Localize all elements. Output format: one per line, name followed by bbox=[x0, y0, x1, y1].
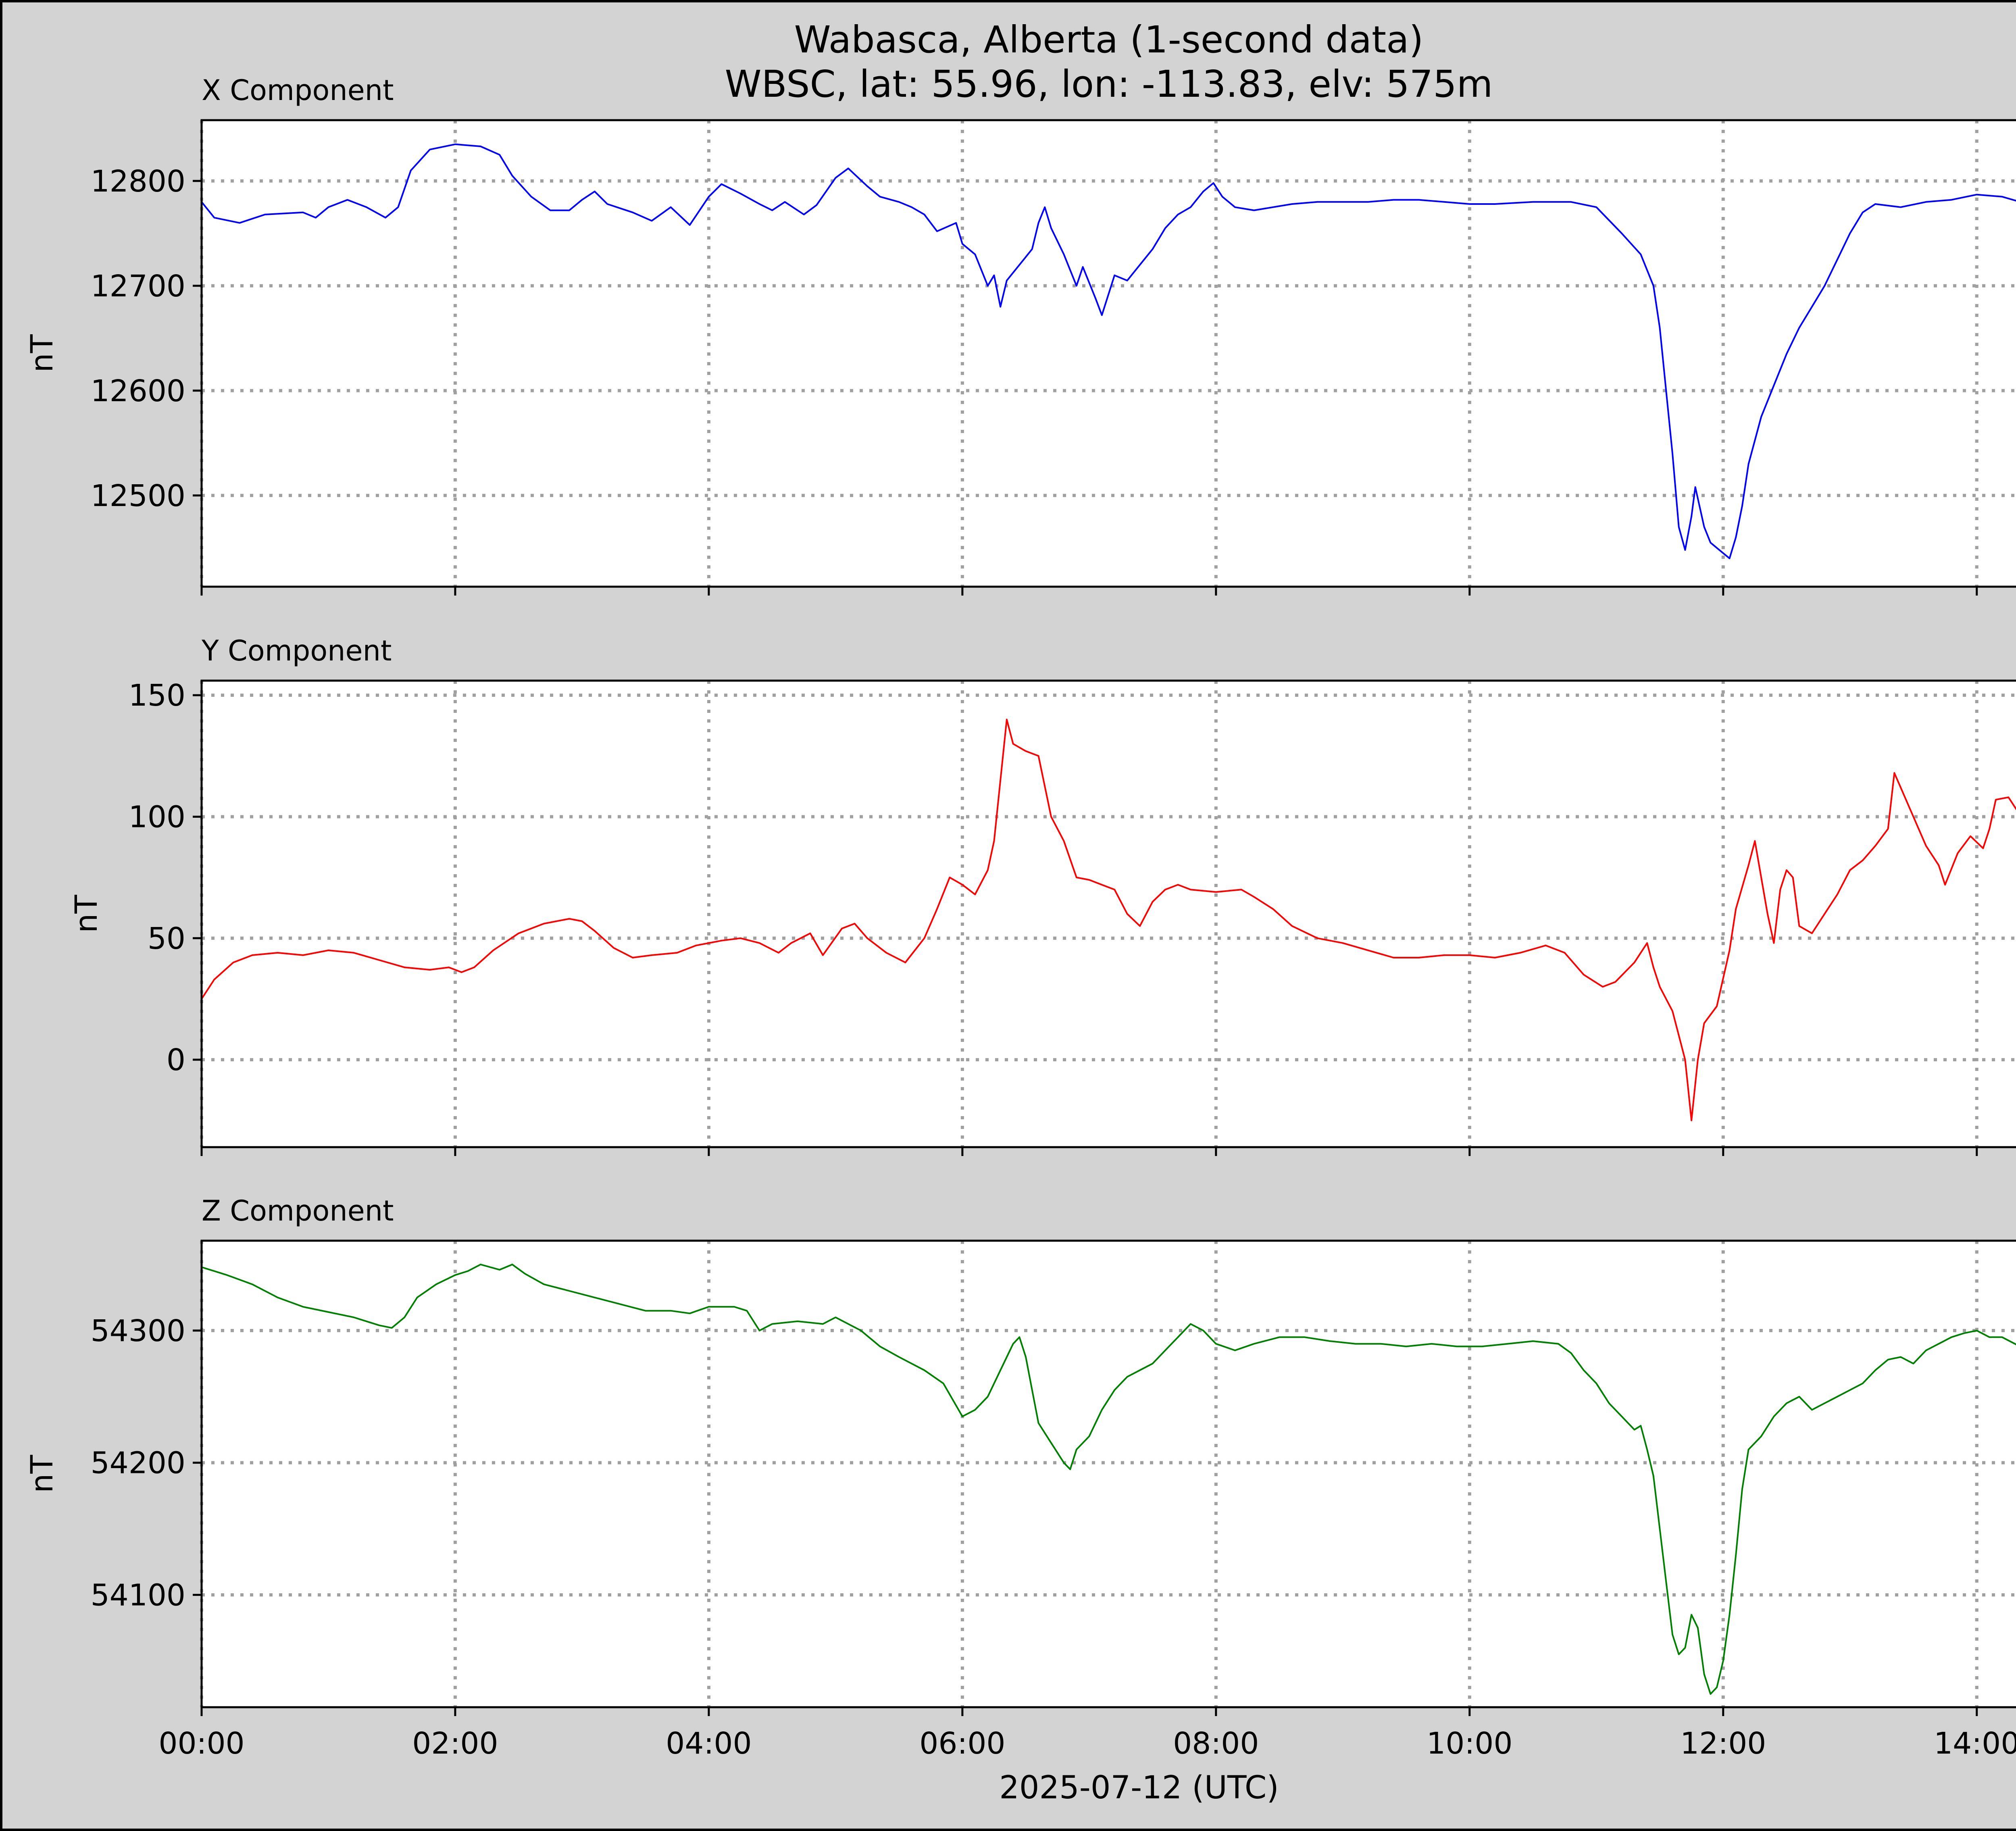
y-tick-label: 12600 bbox=[91, 374, 185, 408]
y-tick-label: 54100 bbox=[91, 1578, 185, 1612]
x-tick-label: 00:00 bbox=[158, 1726, 244, 1761]
x-axis-label: 2025-07-12 (UTC) bbox=[999, 1770, 1279, 1806]
x-component-line bbox=[201, 143, 2016, 559]
y-tick-label: 100 bbox=[129, 800, 185, 834]
y-tick-label: 50 bbox=[148, 921, 185, 956]
x-tick-label: 04:00 bbox=[666, 1726, 752, 1761]
figure-title-line2: WBSC, lat: 55.96, lon: -113.83, elv: 575… bbox=[725, 62, 1493, 106]
figure-title-line1: Wabasca, Alberta (1-second data) bbox=[794, 18, 1424, 61]
y-axis-label: nT bbox=[24, 1455, 60, 1493]
y-axis-label: nT bbox=[68, 895, 104, 933]
x-tick-label: 08:00 bbox=[1173, 1726, 1259, 1761]
x-tick-label: 06:00 bbox=[919, 1726, 1005, 1761]
y-tick-label: 0 bbox=[167, 1043, 185, 1077]
y-tick-label: 150 bbox=[129, 678, 185, 713]
panel-title: Y Component bbox=[201, 634, 392, 667]
axes-frame bbox=[200, 119, 2016, 588]
y-axis-label: nT bbox=[24, 334, 60, 373]
x-tick-label: 14:00 bbox=[1934, 1726, 2016, 1761]
x-tick-label: 10:00 bbox=[1427, 1726, 1512, 1761]
y-tick-label: 12700 bbox=[91, 269, 185, 304]
y-tick-label: 12800 bbox=[91, 164, 185, 199]
x-tick-label: 02:00 bbox=[412, 1726, 498, 1761]
y-tick-label: 54300 bbox=[91, 1314, 185, 1348]
axes-frame bbox=[200, 1239, 2016, 1708]
plot-area bbox=[202, 681, 2016, 1147]
plot-area bbox=[202, 1241, 2016, 1707]
axes-frame bbox=[200, 679, 2016, 1148]
panel-title: X Component bbox=[202, 74, 394, 107]
plot-area bbox=[202, 120, 2016, 587]
y-component-line bbox=[201, 719, 2016, 1121]
x-component-panel: 12500 12600 12700 12800 X Component nT bbox=[24, 74, 2016, 596]
x-tick-label: 12:00 bbox=[1680, 1726, 1766, 1761]
y-component-panel: 0 50 100 150 Y Component nT bbox=[68, 634, 2016, 1156]
y-tick-label: 12500 bbox=[91, 479, 185, 513]
z-component-panel: 54100 54200 54300 Z Component nT bbox=[24, 1194, 2016, 1716]
y-tick-label: 54200 bbox=[91, 1446, 185, 1481]
panel-title: Z Component bbox=[202, 1194, 394, 1227]
z-component-line bbox=[201, 1264, 2016, 1695]
x-axis-tick-labels: 00:00 02:00 04:00 06:00 08:00 10:00 12:00 14:00 bbox=[158, 1726, 2016, 1761]
